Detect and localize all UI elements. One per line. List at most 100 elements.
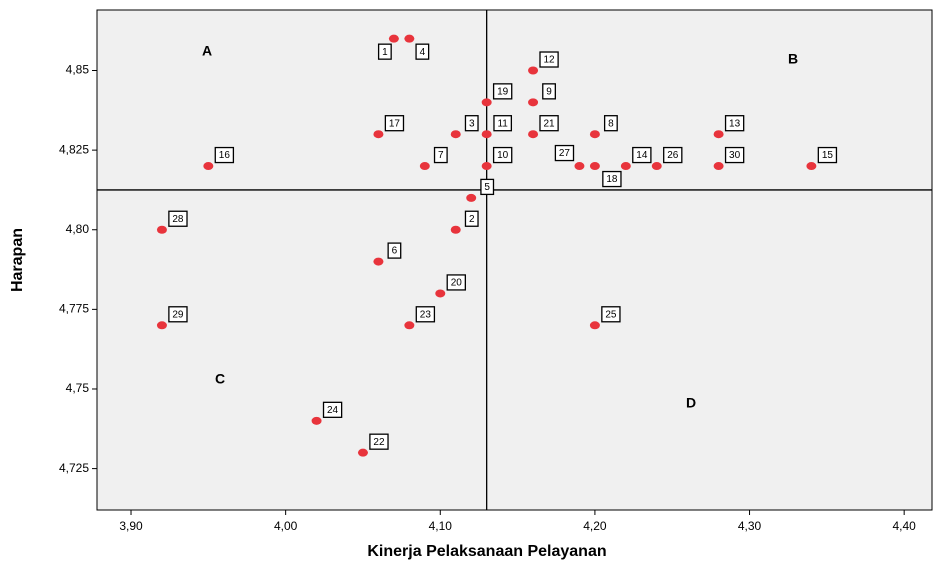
point-label-box	[480, 178, 495, 196]
point-label-box	[663, 146, 683, 164]
point-label-box	[632, 146, 652, 164]
point	[156, 321, 167, 330]
point	[419, 162, 430, 171]
point-label-box	[415, 43, 430, 60]
point	[528, 130, 539, 139]
point-label: 1	[382, 47, 388, 58]
point-label-box	[554, 144, 575, 162]
y-tick-label: 4,725	[59, 461, 89, 475]
point	[481, 98, 492, 107]
point	[806, 162, 817, 171]
point-label-box	[539, 115, 559, 132]
x-tick-label: 4,30	[738, 519, 762, 533]
point-label-box	[415, 306, 436, 323]
x-tick-label: 4,10	[429, 519, 453, 533]
point-label: 13	[729, 118, 741, 129]
point-label: 24	[327, 405, 339, 416]
point-label: 7	[438, 150, 444, 161]
point-label: 4	[420, 47, 426, 58]
point-label: 11	[497, 118, 508, 129]
point-label-box	[384, 115, 405, 132]
point	[713, 162, 724, 171]
point-label-box	[464, 115, 479, 132]
point-label: 22	[373, 437, 385, 448]
point-label: 18	[606, 174, 618, 185]
point-label: 26	[667, 150, 679, 161]
point-label: 28	[172, 214, 184, 225]
point-label-box	[446, 274, 466, 291]
point-label: 8	[608, 118, 614, 129]
point-label-box	[377, 43, 392, 60]
point-label-box	[724, 146, 745, 164]
point	[388, 34, 399, 43]
point	[713, 130, 724, 139]
point-label-box	[168, 210, 188, 227]
point-label-box	[817, 146, 838, 164]
point	[528, 98, 539, 107]
point	[450, 130, 461, 139]
point	[589, 162, 600, 171]
point-label: 27	[559, 148, 571, 159]
point	[450, 225, 461, 234]
point	[620, 162, 631, 171]
point-label-box	[542, 83, 556, 100]
point-label: 19	[497, 86, 509, 97]
point-label-box	[168, 306, 188, 323]
x-tick-label: 4,20	[583, 519, 607, 533]
point-label-box	[492, 83, 513, 100]
point-label: 3	[469, 118, 475, 129]
x-axis-title: Kinerja Pelaksanaan Pelayanan	[367, 543, 606, 560]
point-label: 6	[392, 246, 398, 257]
point-label: 30	[729, 150, 741, 161]
point-label: 17	[389, 118, 401, 129]
y-tick-label: 4,825	[59, 142, 89, 156]
point	[311, 416, 322, 425]
y-tick-label: 4,85	[66, 63, 90, 77]
point-label-box	[493, 115, 513, 132]
point	[435, 289, 446, 298]
quadrant-label: C	[215, 371, 225, 387]
point-label-box	[724, 115, 745, 132]
quadrant-label: A	[202, 43, 212, 59]
point	[357, 448, 368, 457]
point-label: 12	[543, 55, 555, 66]
point-label: 16	[219, 150, 231, 161]
point-label-box	[603, 115, 618, 132]
point-label: 15	[822, 150, 834, 161]
x-tick-label: 4,00	[274, 519, 298, 533]
point	[589, 130, 600, 139]
point-label-box	[433, 146, 448, 164]
point	[404, 34, 415, 43]
point-label-box	[602, 170, 622, 188]
y-tick-label: 4,775	[59, 302, 89, 316]
point	[528, 66, 539, 75]
point	[466, 193, 477, 202]
point-label-box	[492, 146, 513, 164]
point-label-box	[387, 242, 402, 259]
point-label: 10	[497, 150, 509, 161]
point-label-box	[464, 210, 479, 227]
point	[651, 162, 662, 171]
y-tick-label: 4,75	[66, 381, 90, 395]
point	[589, 321, 600, 330]
point-label-box	[369, 433, 389, 450]
y-axis-title: Harapan	[9, 228, 26, 292]
point	[373, 257, 384, 266]
point-label-box	[601, 306, 621, 323]
plot-area	[96, 9, 933, 511]
point	[156, 225, 167, 234]
point-label-box	[214, 146, 235, 164]
point	[481, 130, 492, 139]
point-label: 21	[543, 118, 555, 129]
point-label: 23	[420, 309, 432, 320]
point-label: 9	[546, 86, 552, 97]
point-label-box	[322, 401, 343, 418]
point	[373, 130, 384, 139]
quadrant-label: D	[686, 395, 696, 411]
point	[404, 321, 415, 330]
y-tick-label: 4,80	[66, 222, 90, 236]
point-label: 29	[172, 309, 184, 320]
point-label: 25	[605, 309, 617, 320]
point	[481, 162, 492, 171]
